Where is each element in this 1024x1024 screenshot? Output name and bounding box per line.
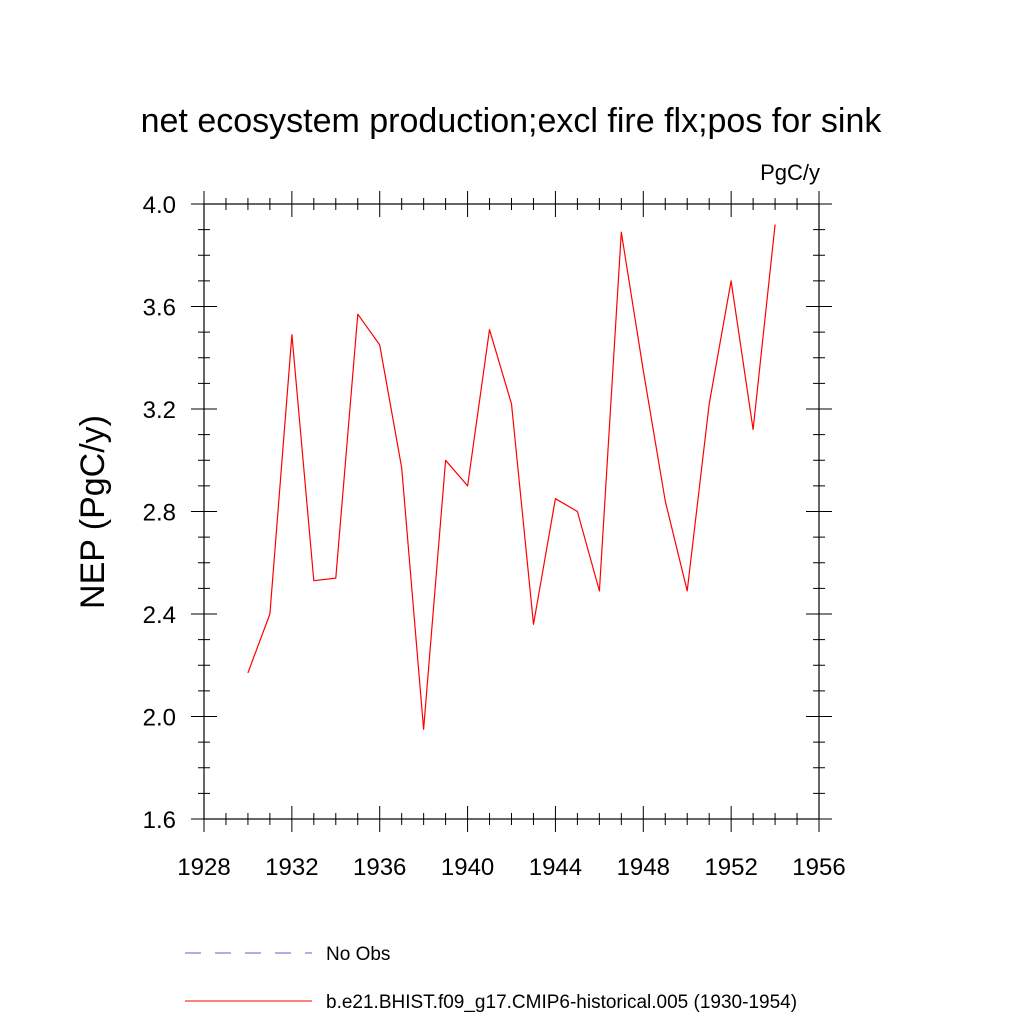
x-tick-label: 1944 [529, 854, 582, 881]
y-tick-labels: 1.6 2.0 2.4 2.8 3.2 3.6 4.0 [143, 192, 176, 834]
x-tick-label: 1952 [704, 854, 757, 881]
x-tick-label: 1928 [177, 854, 230, 881]
y-tick-label: 3.2 [143, 397, 176, 424]
x-tick-labels: 1928 1932 1936 1940 1944 1948 1952 1956 [177, 854, 845, 881]
y-axis-label: NEP (PgC/y) [74, 415, 112, 609]
x-tick-label: 1940 [441, 854, 494, 881]
y-tick-label: 2.0 [143, 705, 176, 732]
x-tick-label: 1932 [265, 854, 318, 881]
legend-label-1: b.e21.BHIST.f09_g17.CMIP6-historical.005… [326, 992, 797, 1013]
x-tick-label: 1936 [353, 854, 406, 881]
units-label: PgC/y [760, 160, 820, 185]
series-layer [247, 224, 776, 730]
chart-title: net ecosystem production;excl fire flx;p… [141, 102, 883, 140]
series-line-1 [247, 224, 776, 730]
y-tick-label: 2.4 [143, 602, 176, 629]
y-tick-label: 3.6 [143, 295, 176, 322]
y-tick-label: 1.6 [143, 807, 176, 834]
legend-label-0: No Obs [326, 944, 390, 965]
x-tick-label: 1948 [617, 854, 670, 881]
plot-frame [203, 203, 820, 820]
x-tick-label: 1956 [792, 854, 845, 881]
legend: No Obs b.e21.BHIST.f09_g17.CMIP6-historic… [185, 944, 797, 1013]
y-tick-label: 4.0 [143, 192, 176, 219]
axis-ticks [191, 191, 832, 832]
y-tick-label: 2.8 [143, 500, 176, 527]
